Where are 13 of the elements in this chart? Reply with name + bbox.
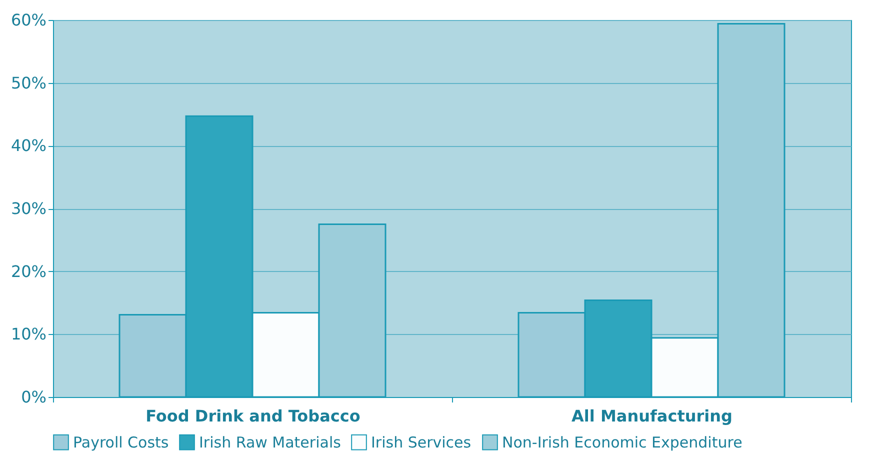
legend-label: Non-Irish Economic Expenditure [502,433,742,452]
legend-label: Payroll Costs [73,433,169,452]
y-tick-label: 0% [21,388,46,406]
y-tick-label: 60% [10,10,46,30]
y-tick-label: 50% [10,73,46,92]
legend-label: Irish Services [371,433,472,452]
y-tick-label: 10% [10,324,46,344]
legend-label: Irish Raw Materials [199,433,342,452]
x-tick-label: Food Drink and Tobacco [146,406,360,426]
y-tick-label: 20% [10,262,46,281]
y-tick-label: 30% [10,199,46,218]
y-tick-label: 40% [10,136,46,156]
x-tick-label: All Manufacturing [572,406,732,426]
